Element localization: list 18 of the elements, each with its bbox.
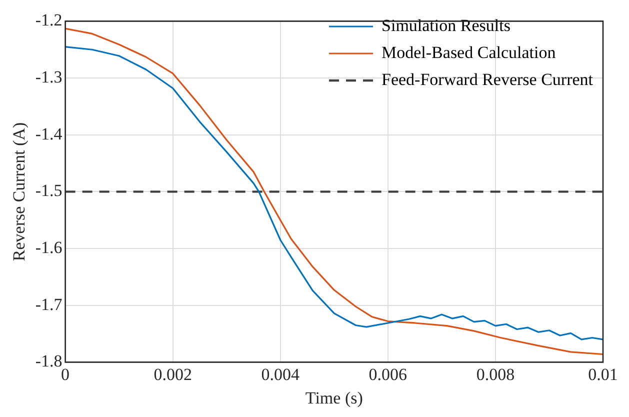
legend-label: Simulation Results — [382, 16, 510, 35]
x-axis-title: Time (s) — [305, 388, 363, 408]
y-axis-title: Reverse Current (A) — [10, 122, 29, 262]
y-tick-label: -1.5 — [35, 181, 62, 200]
x-tick-label: 0 — [61, 364, 70, 384]
x-tick-label: 0.008 — [476, 364, 515, 384]
legend-label: Feed-Forward Reverse Current — [382, 70, 594, 89]
x-tick-label: 0.002 — [154, 364, 192, 384]
y-tick-label: -1.7 — [35, 294, 63, 314]
y-tick-label: -1.6 — [35, 238, 62, 257]
y-tick-label: -1.3 — [35, 68, 62, 86]
x-tick-label: 0.006 — [368, 364, 408, 384]
x-tick-label: 0.01 — [588, 364, 618, 384]
y-tick-label: -1.2 — [35, 10, 62, 30]
y-tick-label: -1.4 — [35, 124, 63, 144]
legend-label: Model-Based Calculation — [382, 42, 556, 62]
y-tick-label: -1.8 — [35, 352, 62, 371]
x-tick-label: 0.004 — [261, 364, 300, 384]
